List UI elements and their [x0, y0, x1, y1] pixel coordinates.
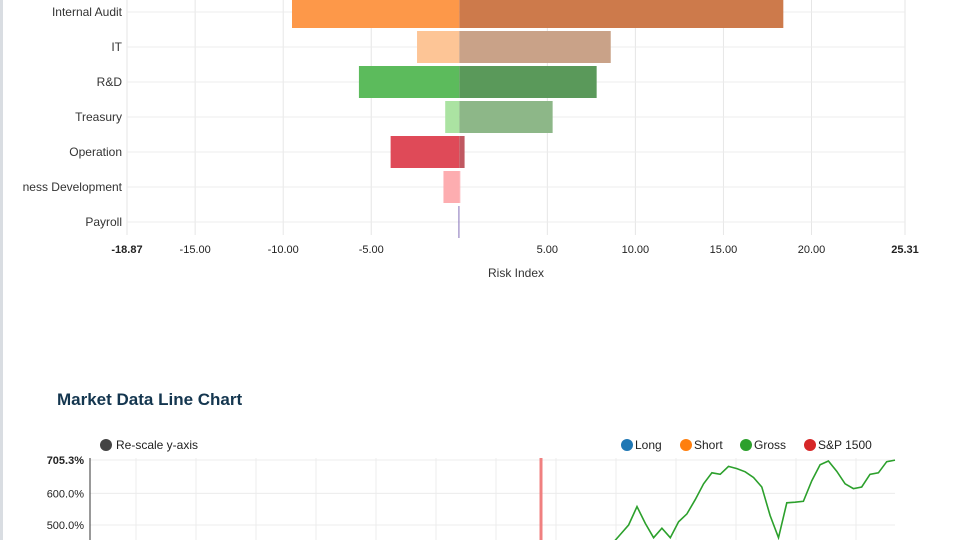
- bar-negative[interactable]: [358, 66, 460, 98]
- legend-marker[interactable]: [804, 439, 816, 451]
- x-tick-label: -10.00: [268, 244, 299, 256]
- y-tick-label: 705.3%: [47, 455, 85, 467]
- x-tick-label: -18.87: [111, 244, 142, 256]
- bar-positive[interactable]: [459, 101, 553, 133]
- x-axis-label: Risk Index: [488, 266, 544, 280]
- bar-positive[interactable]: [459, 171, 461, 203]
- x-tick-label: 15.00: [710, 244, 738, 256]
- rescale-y-axis-label[interactable]: Re-scale y-axis: [116, 438, 198, 452]
- legend-label[interactable]: Short: [694, 438, 723, 452]
- legend-label[interactable]: S&P 1500: [818, 438, 872, 452]
- legend-label[interactable]: Long: [635, 438, 662, 452]
- bar-negative[interactable]: [417, 31, 460, 63]
- bar-negative[interactable]: [390, 136, 460, 168]
- x-tick-label: 25.31: [891, 244, 919, 256]
- legend-marker[interactable]: [680, 439, 692, 451]
- category-label: ness Development: [23, 180, 123, 194]
- category-label: Operation: [69, 145, 122, 159]
- x-tick-label: -15.00: [180, 244, 211, 256]
- x-tick-label: -5.00: [359, 244, 384, 256]
- rescale-toggle-icon[interactable]: [100, 439, 112, 451]
- category-label: IT: [111, 40, 122, 54]
- market-data-line-chart: Re-scale y-axis Long Short Gross S&P 1500 70…: [47, 438, 896, 540]
- bar-negative[interactable]: [445, 101, 460, 133]
- category-label: R&D: [97, 75, 123, 89]
- legend-marker[interactable]: [740, 439, 752, 451]
- bar-negative[interactable]: [292, 0, 460, 28]
- window-left-border: [0, 0, 3, 540]
- bar-positive[interactable]: [459, 0, 784, 28]
- category-label: Internal Audit: [52, 5, 123, 19]
- bar-positive[interactable]: [458, 206, 460, 238]
- chart-title: Market Data Line Chart: [57, 390, 243, 409]
- x-tick-label: 5.00: [537, 244, 558, 256]
- legend-label[interactable]: Gross: [754, 438, 786, 452]
- bar-positive[interactable]: [459, 66, 597, 98]
- x-tick-label: 20.00: [798, 244, 826, 256]
- legend-marker[interactable]: [621, 439, 633, 451]
- bar-positive[interactable]: [459, 31, 611, 63]
- category-label: Payroll: [85, 215, 122, 229]
- risk-index-bar-chart: Internal Audit IT R&D Treasury Operation ness…: [23, 0, 919, 280]
- category-label: Treasury: [75, 110, 122, 124]
- series-line-gross: [614, 459, 896, 540]
- bar-positive[interactable]: [459, 136, 465, 168]
- y-tick-label: 600.0%: [47, 488, 85, 500]
- y-tick-label: 500.0%: [47, 520, 85, 532]
- bar-negative[interactable]: [443, 171, 460, 203]
- x-tick-label: 10.00: [622, 244, 650, 256]
